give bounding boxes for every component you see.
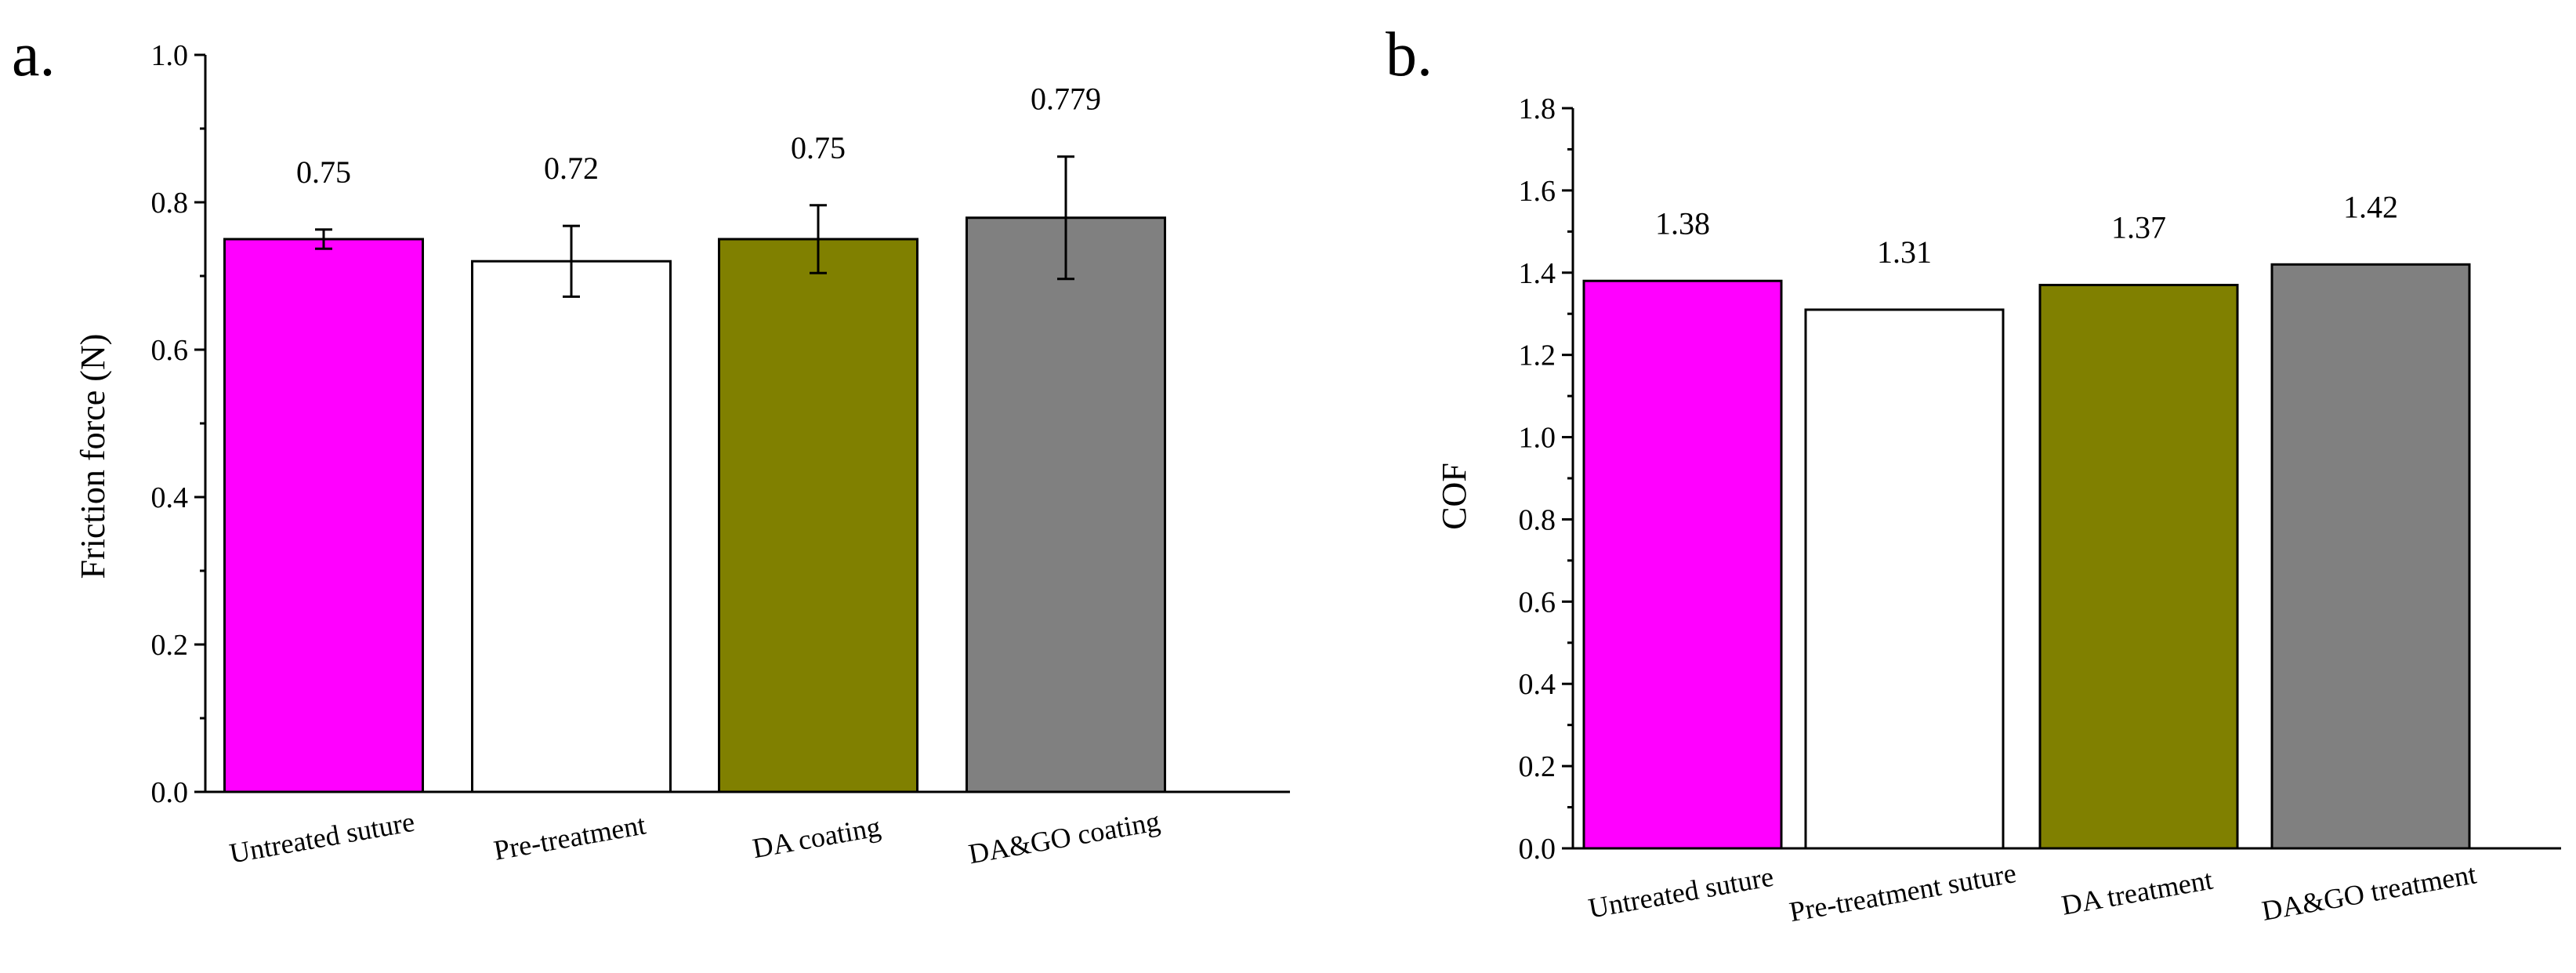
bar bbox=[1804, 308, 2005, 850]
panel-b-category-labels: Untreated suture Pre-treatment suture DA t… bbox=[1586, 857, 2479, 928]
panel-b-y-axis-label: COF bbox=[1435, 463, 1473, 530]
y-tick-label: 0.8 bbox=[151, 187, 189, 220]
bar bbox=[1582, 279, 1783, 850]
y-tick-label: 1.6 bbox=[1519, 175, 1556, 208]
category-label: DA&GO treatment bbox=[2259, 858, 2479, 926]
y-tick-label: 0.4 bbox=[151, 481, 189, 514]
y-tick-label: 0.0 bbox=[151, 776, 189, 809]
y-tick-label: 1.0 bbox=[1519, 422, 1556, 455]
category-label: DA&GO coating bbox=[966, 805, 1162, 870]
panel-a-data-labels: 0.75 0.72 0.75 0.779 bbox=[296, 82, 1101, 190]
panel-a-error-bars bbox=[315, 155, 1074, 298]
bar bbox=[966, 216, 1166, 793]
bar bbox=[718, 238, 918, 793]
panel-b-axes bbox=[1571, 108, 2561, 850]
data-label: 0.75 bbox=[791, 130, 846, 165]
y-tick-label: 0.6 bbox=[1519, 586, 1556, 619]
category-label: DA treatment bbox=[2059, 864, 2215, 921]
panel-b-label: b. bbox=[1386, 20, 1433, 89]
panel-a-y-axis-label: Friction force (N) bbox=[74, 334, 112, 579]
data-label: 1.38 bbox=[1655, 205, 1710, 241]
y-tick-label: 1.2 bbox=[1519, 339, 1556, 372]
category-label: Pre-treatment suture bbox=[1787, 857, 2018, 928]
panel-a-category-labels: Untreated suture Pre-treatment DA coating D… bbox=[227, 805, 1162, 870]
y-tick-label: 0.2 bbox=[151, 629, 189, 662]
y-tick-label: 0.4 bbox=[1519, 668, 1556, 701]
panel-a-axes bbox=[204, 55, 1290, 793]
y-tick-label: 1.8 bbox=[1519, 93, 1556, 125]
y-tick-label: 0.2 bbox=[1519, 750, 1556, 783]
data-label: 0.779 bbox=[1031, 82, 1101, 117]
y-tick-label: 1.0 bbox=[151, 39, 189, 72]
bar bbox=[471, 260, 672, 793]
panel-b-data-labels: 1.38 1.31 1.37 1.42 bbox=[1655, 189, 2398, 270]
bar bbox=[2270, 263, 2471, 850]
panel-a-bars bbox=[223, 216, 1166, 793]
data-label: 1.37 bbox=[2111, 210, 2166, 245]
data-label: 1.42 bbox=[2343, 189, 2398, 224]
category-label: DA coating bbox=[750, 811, 882, 864]
category-label: Untreated suture bbox=[227, 806, 417, 870]
y-tick-label: 0.8 bbox=[1519, 503, 1556, 536]
panel-b-y-ticks: 0.0 0.2 0.4 0.6 0.8 1.0 1.2 1.4 1.6 1.8 bbox=[1519, 93, 1573, 866]
bar bbox=[2038, 284, 2239, 850]
category-label: Pre-treatment bbox=[491, 808, 648, 866]
y-tick-label: 0.0 bbox=[1519, 833, 1556, 866]
category-label: Untreated suture bbox=[1586, 861, 1776, 924]
data-label: 0.72 bbox=[544, 151, 599, 186]
panel-a-y-ticks: 0.0 0.2 0.4 0.6 0.8 1.0 bbox=[151, 39, 205, 809]
panel-b: b. COF 0.0 0.2 0.4 0.6 0.8 1.0 1.2 1.4 1.6 1.8 1.… bbox=[1386, 20, 2561, 928]
bar bbox=[223, 238, 424, 793]
panel-a-label: a. bbox=[12, 20, 56, 89]
data-label: 0.75 bbox=[296, 154, 351, 190]
y-tick-label: 0.6 bbox=[151, 334, 189, 367]
panel-a: a. Friction force (N) 0.0 0.2 0.4 0.6 0.8 1.0… bbox=[12, 20, 1290, 870]
data-label: 1.31 bbox=[1877, 234, 1932, 270]
panel-b-bars bbox=[1582, 263, 2471, 850]
y-tick-label: 1.4 bbox=[1519, 257, 1556, 290]
